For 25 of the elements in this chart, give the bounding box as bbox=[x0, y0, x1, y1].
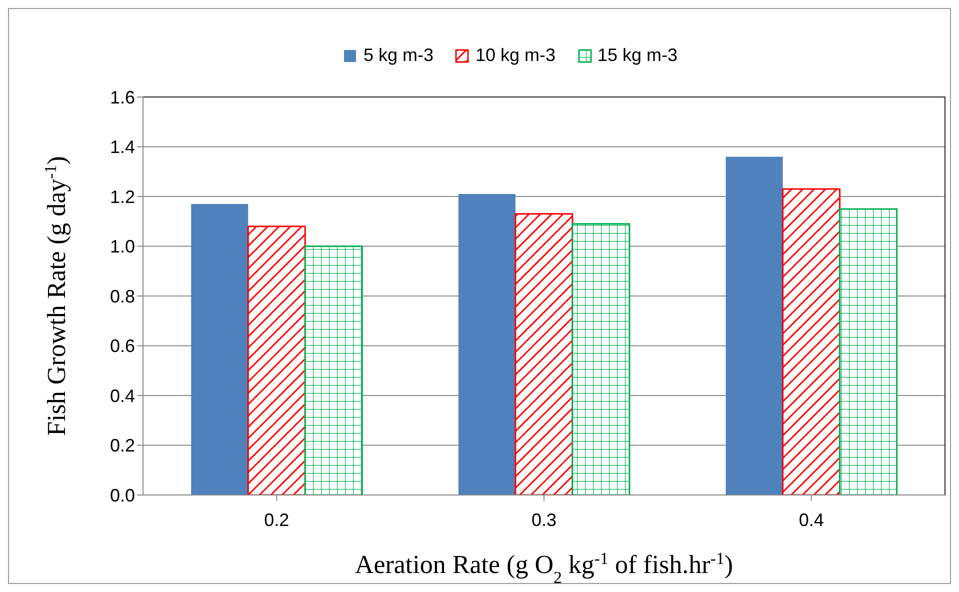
y-tick-label: 0.4 bbox=[110, 386, 135, 406]
y-tick-label: 0.2 bbox=[110, 436, 135, 456]
bar bbox=[782, 188, 841, 495]
legend-label: 5 kg m-3 bbox=[362, 45, 434, 66]
y-tick-label: 1.4 bbox=[110, 137, 135, 158]
y-tick-label: 0.0 bbox=[110, 485, 135, 506]
y-tick-label: 1.6 bbox=[110, 87, 135, 108]
y-tick-label: 1.0 bbox=[110, 236, 135, 257]
bar bbox=[726, 156, 783, 495]
y-tick-label: 0.6 bbox=[110, 336, 135, 356]
x-tick-label: 0.4 bbox=[798, 510, 824, 530]
bar bbox=[304, 246, 363, 495]
bar bbox=[247, 226, 306, 495]
legend-label: 15 kg m-3 bbox=[596, 45, 678, 66]
bar bbox=[191, 204, 248, 495]
x-tick-label: 0.3 bbox=[531, 510, 557, 530]
bar bbox=[572, 223, 630, 495]
legend-label: 10 kg m-3 bbox=[474, 45, 556, 66]
bar bbox=[458, 194, 516, 495]
x-tick-label: 0.2 bbox=[264, 510, 290, 530]
bar bbox=[514, 213, 574, 495]
y-tick-label: 1.2 bbox=[110, 186, 135, 207]
bar bbox=[839, 208, 898, 495]
x-axis-title: Aeration Rate (g O$_{2}$ kg$^{-1}$ of fish.hr$^{-1}$) bbox=[354, 548, 734, 586]
y-tick-label: 0.8 bbox=[110, 286, 135, 306]
